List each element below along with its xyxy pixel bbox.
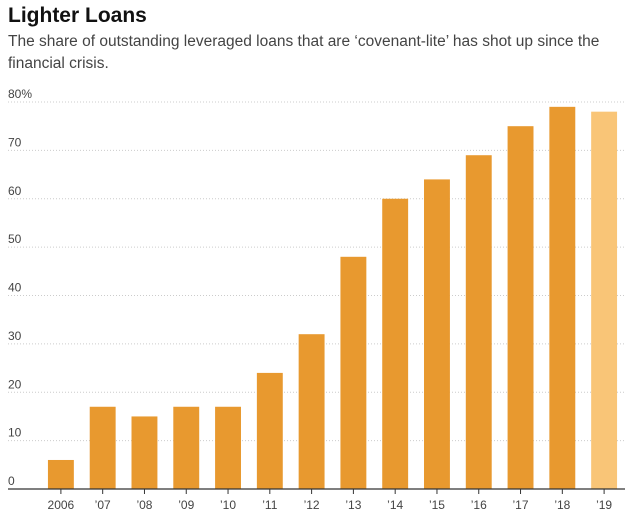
y-tick-label: 10: [8, 426, 22, 440]
x-tick-label: ’11: [262, 498, 277, 512]
bar-09: [173, 406, 200, 489]
bar-19: [591, 111, 618, 490]
bar-17: [507, 126, 534, 489]
x-tick-label: ’10: [220, 498, 236, 512]
chart-title: Lighter Loans: [8, 4, 147, 27]
y-tick-label: 30: [8, 329, 22, 343]
y-tick-label: 0: [8, 474, 15, 488]
y-tick-label: 80%: [8, 87, 32, 101]
x-tick-label: ’16: [471, 498, 487, 512]
x-tick-label: ’18: [554, 498, 570, 512]
bar-10: [215, 406, 241, 489]
x-tick-label: ’12: [304, 498, 320, 512]
x-tick-label: 2006: [48, 498, 75, 512]
bar-15: [424, 179, 450, 489]
x-tick-label: ’08: [136, 498, 152, 512]
y-tick-label: 50: [8, 232, 22, 246]
bar-14: [382, 198, 409, 489]
bar-16: [465, 155, 492, 489]
bar-13: [340, 256, 367, 489]
bar-11: [256, 372, 283, 489]
y-tick-label: 40: [8, 281, 22, 295]
y-tick-label: 70: [8, 135, 22, 149]
bar-2006: [47, 459, 74, 489]
x-tick-label: ’14: [387, 498, 403, 512]
x-tick-label: ’07: [95, 498, 111, 512]
y-tick-label: 20: [8, 377, 22, 391]
x-tick-label: ’17: [513, 498, 529, 512]
bar-12: [298, 334, 325, 489]
x-tick-label: ’13: [345, 498, 361, 512]
chart-subtitle: The share of outstanding leveraged loans…: [8, 33, 600, 72]
y-tick-label: 60: [8, 184, 22, 198]
bar-08: [131, 416, 158, 489]
x-tick-label: ’19: [596, 498, 612, 512]
x-tick-label: ’09: [178, 498, 194, 512]
bar-18: [549, 106, 576, 490]
bar-07: [89, 406, 116, 489]
x-tick-label: ’15: [429, 498, 445, 512]
